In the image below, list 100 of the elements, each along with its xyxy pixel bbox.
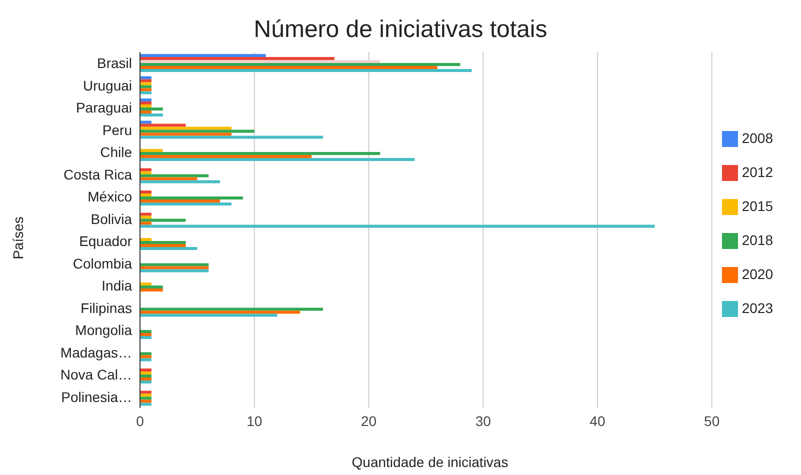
bar bbox=[140, 358, 152, 362]
bar bbox=[140, 180, 220, 184]
bar bbox=[140, 263, 209, 266]
bar bbox=[140, 126, 232, 130]
bar bbox=[140, 355, 152, 358]
chart-title: Número de iniciativas totais bbox=[252, 16, 548, 44]
bar bbox=[140, 136, 323, 139]
y-tick-label: Polinesia… bbox=[61, 388, 132, 405]
legend-label: 2008 bbox=[742, 130, 773, 146]
bar bbox=[140, 282, 152, 286]
y-tick-label: México bbox=[88, 188, 132, 205]
bar bbox=[140, 124, 186, 127]
y-tick-label: Chile bbox=[100, 144, 132, 160]
y-tick-label: Uruguai bbox=[82, 77, 132, 94]
y-tick-label: Filipinas bbox=[80, 300, 132, 316]
bar bbox=[140, 216, 152, 219]
bar bbox=[140, 108, 163, 110]
bar bbox=[140, 60, 380, 63]
y-tick-label: Nova Cal… bbox=[60, 366, 132, 383]
bar bbox=[140, 202, 232, 206]
bar bbox=[140, 380, 152, 384]
bar bbox=[140, 218, 186, 222]
bar bbox=[140, 390, 152, 394]
bar bbox=[140, 222, 152, 225]
bar bbox=[140, 378, 152, 380]
legend-label: 2018 bbox=[742, 232, 773, 248]
y-tick-label: Colombia bbox=[72, 255, 132, 272]
bar bbox=[140, 314, 278, 317]
x-tick-label: 20 bbox=[360, 412, 377, 429]
legend-label: 2015 bbox=[742, 198, 773, 214]
bar bbox=[140, 394, 152, 397]
bar bbox=[140, 82, 152, 86]
bar bbox=[140, 149, 163, 152]
bar bbox=[140, 110, 152, 114]
y-tick-label: Peru bbox=[102, 122, 132, 138]
y-tick-label: Equador bbox=[79, 233, 132, 250]
bar bbox=[140, 194, 152, 196]
legend-label: 2023 bbox=[742, 300, 773, 316]
y-tick-label: Madagas… bbox=[60, 344, 132, 360]
bar bbox=[140, 308, 323, 311]
y-tick-label: Mongolia bbox=[75, 322, 132, 338]
bar bbox=[140, 130, 254, 133]
bar bbox=[140, 91, 152, 94]
bar bbox=[140, 88, 152, 92]
bar bbox=[140, 104, 152, 108]
x-axis-title: Quantidade de iniciativas bbox=[350, 454, 510, 470]
bar bbox=[140, 177, 198, 180]
y-tick-label: India bbox=[102, 278, 132, 294]
bar bbox=[140, 247, 198, 250]
bar bbox=[140, 212, 152, 216]
bar bbox=[140, 69, 472, 72]
bar bbox=[140, 244, 186, 247]
bar bbox=[140, 85, 152, 88]
y-tick-label: Bolivia bbox=[90, 210, 132, 227]
bar bbox=[140, 238, 152, 241]
bar bbox=[140, 200, 220, 202]
bar bbox=[140, 196, 243, 200]
x-tick-label: 0 bbox=[136, 412, 144, 429]
bar bbox=[140, 98, 152, 102]
bar bbox=[140, 241, 186, 244]
bar bbox=[140, 190, 152, 194]
bar bbox=[140, 310, 300, 314]
bar bbox=[140, 66, 438, 69]
bar bbox=[140, 168, 152, 172]
bar bbox=[140, 333, 152, 336]
bar bbox=[140, 224, 655, 228]
bar bbox=[140, 402, 152, 406]
x-tick-label: 10 bbox=[246, 412, 262, 429]
y-axis-title: Países bbox=[10, 216, 26, 260]
x-tick-label: 30 bbox=[475, 412, 492, 429]
bar bbox=[140, 155, 312, 158]
y-tick-label: Costa Rica bbox=[64, 166, 132, 182]
bar bbox=[140, 102, 152, 104]
legend-label: 2012 bbox=[742, 164, 773, 180]
bar bbox=[140, 374, 152, 378]
bar bbox=[140, 152, 380, 155]
bar bbox=[140, 266, 209, 270]
bar bbox=[140, 400, 152, 403]
x-tick-label: 50 bbox=[704, 412, 720, 429]
bar bbox=[140, 54, 266, 57]
bar bbox=[140, 120, 152, 124]
bar bbox=[140, 171, 152, 174]
bar bbox=[140, 174, 209, 178]
legend-label: 2020 bbox=[742, 266, 773, 282]
bar bbox=[140, 158, 414, 161]
y-tick-label: Brasil bbox=[96, 55, 132, 72]
bar bbox=[140, 76, 152, 80]
bar bbox=[140, 132, 232, 136]
bar bbox=[140, 114, 163, 116]
bar bbox=[140, 396, 152, 400]
x-tick-label: 40 bbox=[590, 412, 606, 429]
bar bbox=[140, 288, 163, 292]
bar bbox=[140, 79, 152, 82]
bar bbox=[140, 352, 152, 356]
bar bbox=[140, 269, 209, 272]
bar bbox=[140, 286, 163, 288]
bar bbox=[140, 336, 152, 339]
bar bbox=[140, 330, 152, 333]
bar bbox=[140, 368, 152, 372]
bar bbox=[140, 63, 460, 66]
